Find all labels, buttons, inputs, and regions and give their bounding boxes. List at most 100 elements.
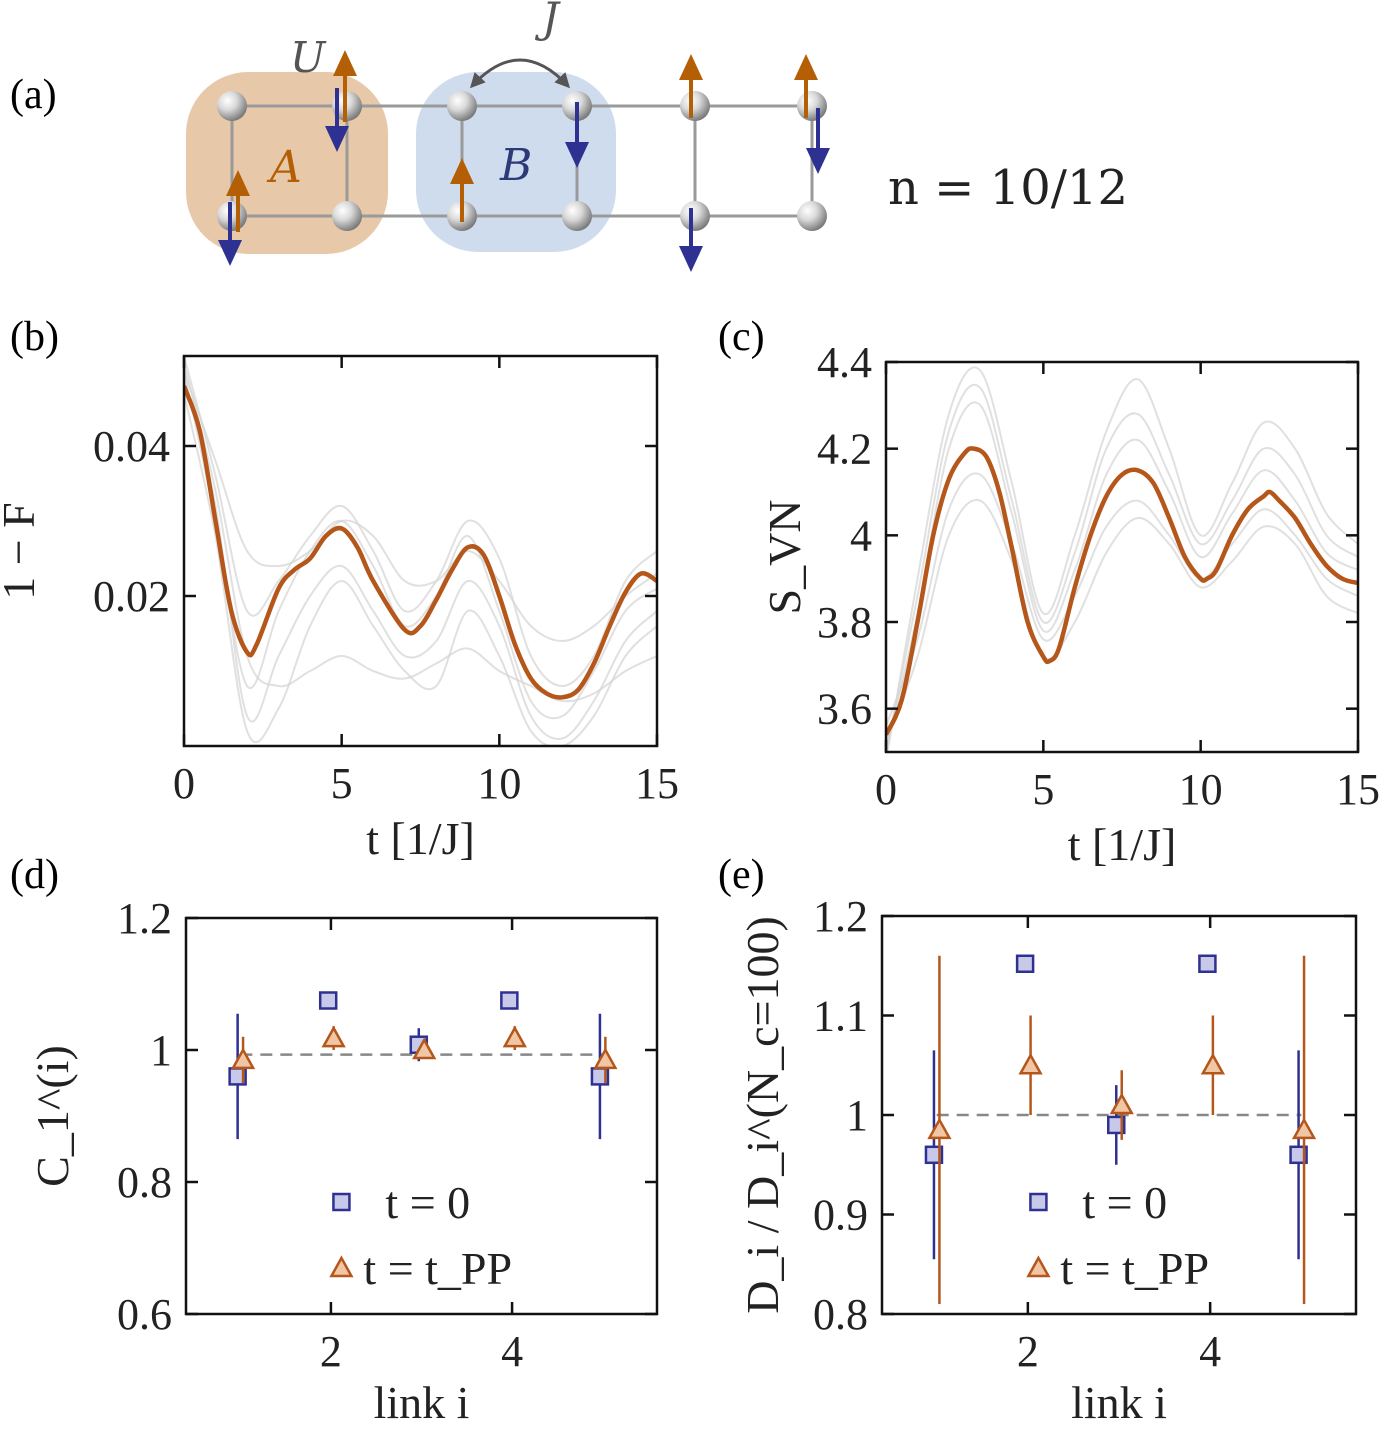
spin-down-arrow [325, 88, 349, 152]
site [797, 91, 827, 121]
site [447, 91, 477, 121]
y-axis-title: D_i / D_i^(N_c=100) [737, 916, 788, 1314]
site [680, 91, 710, 121]
chart-c: 0 5 10 15 3.6 3.8 4 4.2 4.4 t [1/J] S_VN [759, 338, 1380, 870]
data-point-triangle [412, 1037, 437, 1060]
y-tick-label: 1 [150, 1026, 172, 1075]
x-tick-label: 4 [501, 1327, 523, 1376]
x-tick-label: 0 [875, 765, 897, 814]
x-tick-label: 2 [320, 1327, 342, 1376]
legend-marker-triangle [329, 1255, 354, 1278]
y-axis-title: S_VN [759, 499, 810, 614]
plot-frame [182, 354, 659, 748]
x-axis-title: t [1/J] [1068, 819, 1177, 870]
series-group [184, 356, 657, 746]
x-tick-label: 5 [331, 759, 353, 808]
chart-d: 2 4 0.6 0.8 1 1.2 link i t = 0 t = t_PP C_1^(i) [27, 894, 659, 1428]
y-tick-label: 0.04 [93, 422, 170, 471]
y-tick-label: 1.2 [117, 894, 172, 943]
y-axis-title: 1 − F [0, 502, 44, 600]
data-point-square [318, 991, 338, 1010]
x-tick-label: 2 [1017, 1327, 1039, 1376]
label-J: J [534, 0, 561, 42]
data-point-triangle [502, 1025, 527, 1048]
x-axis-title: link i [374, 1377, 470, 1428]
series-line-average [184, 385, 657, 700]
data-point-triangle [1018, 1052, 1043, 1075]
series-line-realization [886, 472, 1358, 727]
legend-marker-triangle [1026, 1255, 1051, 1278]
data-point-triangle [321, 1025, 346, 1048]
data-point-square [1289, 1145, 1308, 1165]
site [562, 201, 592, 231]
x-axis-title: t [1/J] [366, 813, 475, 864]
spin-up-arrow [679, 54, 703, 118]
series-line-realization [184, 370, 657, 643]
data-point-triangle [1200, 1052, 1226, 1075]
series-line-realization [184, 378, 657, 741]
series-line-realization [886, 383, 1358, 752]
legend-label: t = 0 [385, 1177, 470, 1228]
spin-up-arrow [226, 170, 250, 232]
panel-c-label: (c) [718, 314, 765, 360]
spin-up-arrow [794, 54, 818, 118]
label-A: A [266, 142, 302, 193]
y-tick-label: 0.02 [93, 572, 170, 621]
site [332, 201, 362, 231]
plot-frame [184, 916, 659, 1316]
data-point-triangle [1291, 1117, 1317, 1140]
x-tick-label: 10 [477, 759, 521, 808]
x-tick-label: 5 [1032, 765, 1054, 814]
x-axis-title: link i [1071, 1377, 1167, 1428]
data-point-square [1107, 1115, 1126, 1135]
site [217, 91, 247, 121]
y-tick-label: 0.6 [117, 1290, 172, 1339]
y-tick-label: 4 [850, 511, 872, 560]
series-line-realization [886, 366, 1358, 752]
series-line-realization [184, 393, 657, 746]
spin-down-arrow [679, 208, 703, 272]
filling-label: n = 10/12 [888, 160, 1128, 216]
spin-down-arrow [218, 202, 242, 266]
x-tick-label: 15 [1336, 765, 1380, 814]
x-tick-label: 10 [1179, 765, 1223, 814]
panel-a-label: (a) [10, 72, 57, 118]
panel-b-label: (b) [10, 314, 59, 360]
data-point-square [500, 991, 519, 1010]
spin-down-arrow [806, 108, 830, 174]
site [797, 201, 827, 231]
site [680, 201, 710, 231]
series-line-realization [184, 370, 657, 720]
spin-up-arrow [333, 50, 357, 122]
label-B: B [499, 140, 532, 191]
y-axis-title: C_1^(i) [27, 1045, 78, 1187]
data-point-square [1198, 954, 1217, 974]
series-line-realization [886, 401, 1358, 752]
y-tick-label: 0.8 [813, 1290, 868, 1339]
data-point-triangle [927, 1117, 952, 1140]
spin-down-arrow [565, 102, 589, 168]
data-point-square [924, 1145, 944, 1165]
x-tick-label: 4 [1199, 1327, 1221, 1376]
y-tick-label: 0.9 [813, 1191, 868, 1240]
series-line-realization [886, 498, 1358, 744]
y-tick-label: 3.6 [817, 685, 872, 734]
y-tick-label: 1 [846, 1091, 868, 1140]
series-line-average [886, 446, 1358, 736]
y-tick-label: 4.4 [817, 338, 872, 387]
data-point-square [1015, 954, 1035, 974]
chart-b: 0 5 10 15 0.02 0.04 t [1/J] 1 − F [0, 354, 679, 864]
y-tick-label: 3.8 [817, 598, 872, 647]
legend-marker-square [332, 1192, 351, 1212]
y-tick-label: 1.2 [813, 892, 868, 941]
data-point-triangle [593, 1047, 618, 1070]
legend-marker-square [1029, 1192, 1048, 1212]
panel-a: (a) U J A B [10, 0, 1128, 272]
legend-label: t = t_PP [1060, 1243, 1209, 1294]
data-point-triangle [230, 1047, 256, 1070]
y-tick-label: 0.8 [117, 1158, 172, 1207]
panel-e-label: (e) [718, 852, 765, 898]
spins [218, 50, 830, 272]
data-point-triangle [1109, 1092, 1134, 1115]
